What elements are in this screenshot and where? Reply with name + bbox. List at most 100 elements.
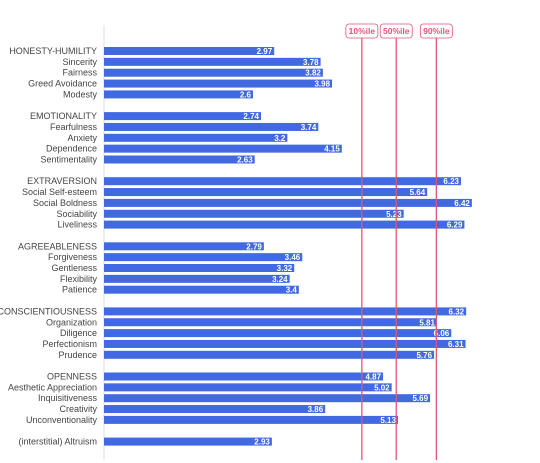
bar-value-social-self-esteem: 5.64 [410,188,426,197]
bar-greed-avoidance [104,79,333,88]
bar-honesty-humility [104,47,275,55]
row-label-honesty-humility: HONESTY-HUMILITY [9,46,97,56]
bar-sentimentality [104,155,255,164]
bar-creativity [104,405,326,414]
row-label-unconventionality: Unconventionality [26,415,98,425]
bar-diligence [104,329,452,338]
percentile-label-90-ile: 90%ile [423,26,450,36]
bar-flexibility [104,274,290,283]
row-label-conscientiousness: CONSCIENTIOUSNESS [0,306,97,316]
row-label-fearfulness: Fearfulness [50,122,98,132]
row-label-prudence: Prudence [58,350,97,360]
bar-modesty [104,90,253,99]
bar-value-liveliness: 6.29 [447,221,463,230]
bar-liveliness [104,220,465,229]
bar-fairness [104,68,323,77]
percentile-label-50-ile: 50%ile [383,26,410,36]
bar-value-aesthetic-appreciation: 5.02 [374,383,390,392]
bar-value-creativity: 3.86 [308,405,324,414]
row-label-agreeableness: AGREEABLENESS [18,241,97,251]
row-label-inquisitiveness: Inquisitiveness [38,393,98,403]
row-label-liveliness: Liveliness [57,220,97,230]
row-label-sociability: Sociability [56,209,97,219]
bar-value-conscientiousness: 6.32 [449,307,465,316]
row-label-emotionality: EMOTIONALITY [30,111,97,121]
row-label-sentimentality: Sentimentality [40,155,97,165]
bar-value-fearfulness: 3.74 [301,123,317,132]
row-label-organization: Organization [46,317,97,327]
bar-value-honesty-humility: 2.97 [257,47,273,56]
bar-value-social-boldness: 6.42 [454,199,470,208]
row-label-openness: OPENNESS [47,372,97,382]
percentile-marker-10-ile [345,23,379,39]
bar-emotionality [104,112,262,121]
bar-value-interstitial-altruism: 2.93 [254,438,270,447]
percentile-label-10-ile: 10%ile [349,26,376,36]
row-label-dependence: Dependence [46,144,97,154]
bar-fearfulness [104,122,319,131]
bar-aesthetic-appreciation [104,383,392,392]
row-label-forgiveness: Forgiveness [48,252,98,262]
bar-value-gentleness: 3.32 [277,264,293,273]
row-label-modesty: Modesty [63,89,98,99]
bar-value-perfectionism: 6.31 [448,340,464,349]
bar-value-patience: 3.4 [286,286,298,295]
row-label-patience: Patience [62,285,97,295]
bar-value-sincerity: 3.78 [303,58,319,67]
bar-value-sentimentality: 2.63 [237,156,253,165]
row-label-social-self-esteem: Social Self-esteem [22,187,97,197]
bar-anxiety [104,133,288,142]
percentile-marker-90-ile [419,23,453,39]
bar-gentleness [104,264,295,272]
row-label-interstitial-altruism: (interstitial) Altruism [18,437,97,447]
row-label-sincerity: Sincerity [62,57,97,67]
row-label-flexibility: Flexibility [60,274,98,284]
row-label-diligence: Diligence [60,328,97,338]
bar-patience [104,285,299,294]
bar-forgiveness [104,253,303,262]
bar-perfectionism [104,339,466,348]
row-label-creativity: Creativity [59,404,97,414]
row-label-gentleness: Gentleness [51,263,97,273]
bar-dependence [104,144,342,153]
bar-extraversion [104,177,461,186]
bar-value-emotionality: 2.74 [243,112,259,121]
bar-inquisitiveness [104,394,431,403]
row-label-aesthetic-appreciation: Aesthetic Appreciation [8,382,97,392]
bar-value-fairness: 3.82 [305,69,321,78]
bar-conscientiousness [104,307,467,316]
bar-value-dependence: 4.15 [324,145,340,154]
bars-layer: 2.97 3.78 3.82 3.98 2.6 2.74 3.74 3.2 4.15 2.63 6.… [104,47,472,447]
bar-value-openness: 4.87 [365,373,381,382]
bar-unconventionality [104,415,398,424]
bar-value-unconventionality: 5.13 [380,416,396,425]
row-label-anxiety: Anxiety [67,133,97,143]
bar-sincerity [104,57,321,66]
percentile-marker-50-ile [379,23,413,39]
bar-value-prudence: 5.76 [416,351,432,360]
bar-organization [104,318,437,327]
bar-value-anxiety: 3.2 [274,134,286,143]
bar-value-sociability: 5.23 [386,210,402,219]
percentile-lines-layer: 10%ile 50%ile 90%ile [345,23,453,460]
row-label-greed-avoidance: Greed Avoidance [28,79,97,89]
row-label-fairness: Fairness [62,68,97,78]
bar-agreeableness [104,242,264,251]
bar-social-boldness [104,198,472,207]
bar-openness [104,372,384,381]
bar-value-forgiveness: 3.46 [285,253,301,262]
row-label-perfectionism: Perfectionism [42,339,97,349]
bar-value-agreeableness: 2.79 [246,242,262,251]
bar-sociability [104,209,404,218]
bar-value-extraversion: 6.23 [443,177,459,186]
bar-value-diligence: 6.06 [434,329,450,338]
bar-social-self-esteem [104,188,428,197]
bar-prudence [104,350,435,359]
bar-value-modesty: 2.6 [240,90,252,99]
row-label-social-boldness: Social Boldness [33,198,98,208]
bar-value-inquisitiveness: 5.69 [412,394,428,403]
bar-value-greed-avoidance: 3.98 [314,80,330,89]
bar-value-organization: 5.81 [419,318,435,327]
